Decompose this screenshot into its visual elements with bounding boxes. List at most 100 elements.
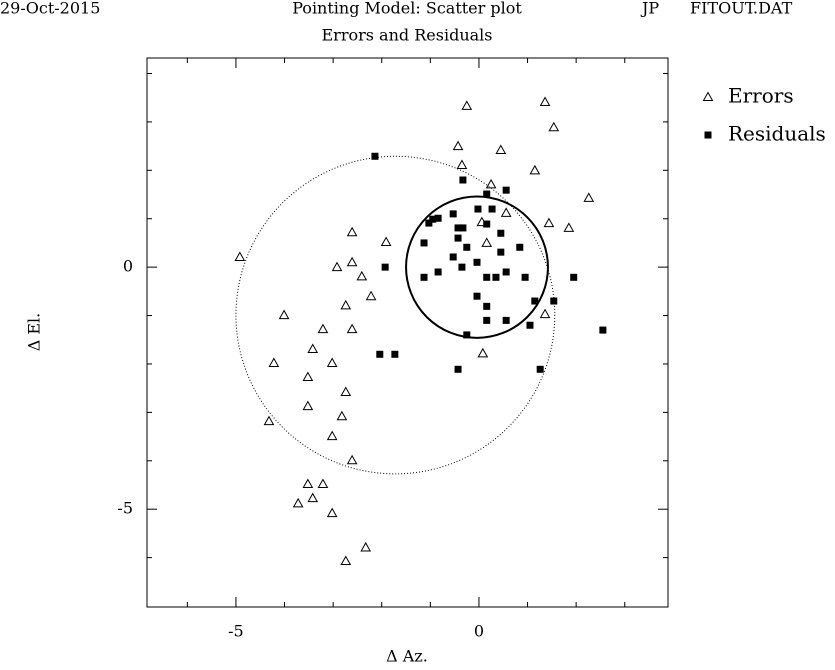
triangle-marker: [302, 371, 314, 382]
square-marker: [492, 273, 500, 281]
triangle-marker: [278, 309, 290, 320]
triangle-marker: [461, 100, 473, 110]
triangle-marker: [563, 222, 575, 232]
triangle-marker: [456, 159, 468, 169]
triangle-marker: [485, 178, 497, 189]
triangle-marker: [452, 140, 464, 151]
square-marker: [531, 297, 539, 305]
square-marker: [497, 248, 505, 256]
square-marker: [458, 263, 466, 271]
square-marker: [449, 210, 457, 218]
square-marker: [599, 326, 607, 334]
square-marker: [459, 176, 467, 184]
triangle-marker: [477, 347, 489, 358]
square-marker: [550, 297, 558, 305]
triangle-marker: [346, 256, 358, 267]
file-name: FITOUT.DAT: [690, 0, 793, 18]
triangle-marker: [360, 541, 372, 552]
triangle-marker: [346, 323, 358, 334]
square-marker: [381, 263, 389, 271]
triangle-marker: [307, 492, 319, 503]
square-marker: [463, 243, 471, 251]
triangle-marker: [481, 237, 493, 247]
triangle-marker: [340, 299, 352, 310]
x-tick-label: 0: [474, 622, 484, 641]
square-marker: [483, 302, 491, 310]
legend-label: Errors: [728, 84, 794, 108]
square-marker: [483, 190, 491, 198]
y-tick-label: -5: [117, 499, 133, 518]
triangle-marker: [307, 343, 319, 353]
triangle-marker: [380, 236, 392, 246]
plot-frame: [146, 57, 669, 608]
square-marker: [526, 321, 534, 329]
y-axis-label: Δ El.: [25, 313, 44, 352]
triangle-marker: [302, 478, 314, 489]
triangle-marker: [539, 96, 551, 107]
observer: JP: [640, 0, 659, 18]
triangle-marker: [336, 410, 348, 421]
square-marker: [497, 229, 505, 237]
triangle-marker: [539, 308, 551, 319]
triangle-marker: [346, 454, 358, 465]
square-marker: [454, 224, 462, 232]
square-marker: [391, 350, 399, 358]
triangle-marker: [548, 121, 560, 132]
triangle-marker: [317, 478, 329, 489]
triangle-marker: [356, 270, 368, 281]
square-marker: [420, 239, 428, 247]
square-marker: [474, 205, 482, 213]
square-marker: [376, 350, 384, 358]
square-marker: [516, 243, 524, 251]
square-marker: [704, 131, 712, 139]
triangle-marker: [340, 555, 352, 566]
square-marker: [434, 214, 442, 222]
square-marker: [502, 268, 510, 276]
triangle-marker: [292, 497, 304, 508]
square-marker: [483, 316, 491, 324]
triangle-marker: [326, 357, 338, 367]
square-marker: [488, 205, 496, 213]
square-marker: [473, 258, 481, 266]
square-marker: [425, 219, 433, 227]
square-marker: [483, 273, 491, 281]
triangle-marker: [495, 144, 507, 154]
triangle-marker: [583, 192, 595, 202]
triangle-marker: [331, 261, 343, 272]
square-marker: [502, 316, 510, 324]
square-marker: [570, 273, 578, 281]
triangle-marker: [500, 207, 512, 217]
square-marker: [371, 152, 379, 160]
x-tick-label: -5: [228, 622, 244, 641]
circle-dotted: [235, 155, 556, 475]
triangle-marker: [365, 290, 377, 301]
triangle-marker: [326, 430, 338, 441]
y-tick-label: 0: [123, 257, 133, 276]
triangle-marker: [346, 226, 358, 237]
triangle-marker: [543, 217, 555, 228]
square-marker: [420, 273, 428, 281]
triangle-marker: [234, 251, 246, 261]
triangle-marker: [340, 386, 352, 397]
square-marker: [454, 365, 462, 373]
chart-subtitle: Errors and Residuals: [322, 26, 493, 45]
square-marker: [521, 273, 529, 281]
square-marker: [502, 186, 510, 194]
chart-title: Pointing Model: Scatter plot: [292, 0, 522, 18]
triangle-marker: [326, 507, 338, 518]
triangle-marker: [263, 415, 275, 426]
legend-label: Residuals: [728, 122, 826, 146]
square-marker: [463, 331, 471, 339]
x-axis-label: Δ Az.: [386, 647, 428, 666]
square-marker: [434, 268, 442, 276]
triangle-marker: [702, 91, 714, 101]
circle-solid: [405, 195, 549, 339]
square-marker: [429, 215, 437, 223]
square-marker: [473, 292, 481, 300]
square-marker: [483, 220, 491, 228]
date: 29-Oct-2015: [0, 0, 100, 18]
square-marker: [459, 224, 467, 232]
square-marker: [454, 234, 462, 242]
triangle-marker: [302, 400, 314, 411]
